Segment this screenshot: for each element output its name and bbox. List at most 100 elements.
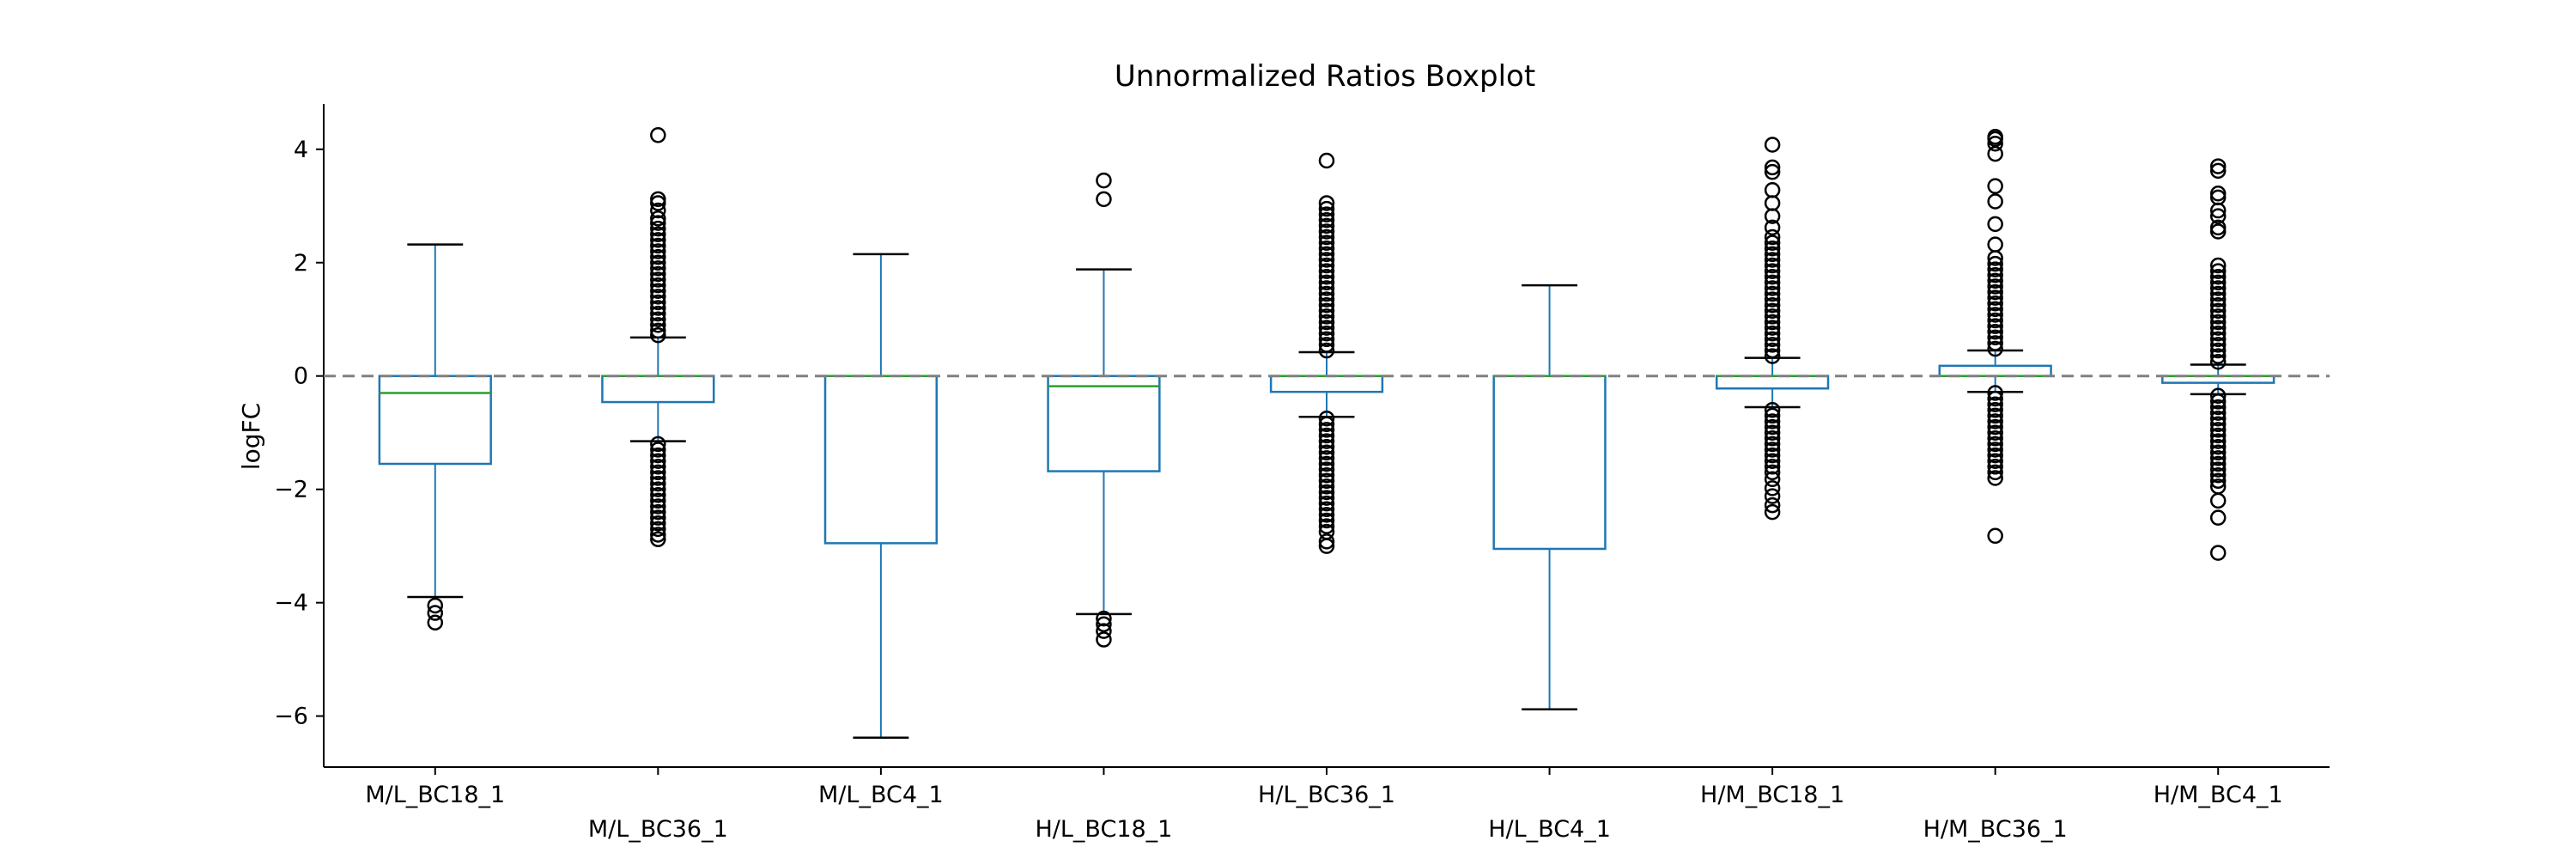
chart-title: Unnormalized Ratios Boxplot: [1115, 59, 1535, 94]
outlier-point: [1318, 252, 1335, 268]
outlier-point: [1987, 278, 2003, 295]
outlier-point: [1764, 163, 1781, 180]
outlier-point: [1764, 263, 1781, 279]
outlier-point: [1318, 466, 1335, 484]
outlier-point: [2209, 410, 2227, 427]
outlier-point: [1318, 444, 1335, 461]
outlier-point: [1096, 191, 1112, 208]
outlier-point: [2209, 466, 2227, 484]
outlier-point: [650, 127, 666, 143]
outlier-point: [2209, 268, 2227, 285]
outlier-point: [1764, 342, 1781, 359]
x-tick-label: H/L_BC4_1: [1488, 816, 1611, 843]
outlier-point: [1987, 340, 2003, 357]
outlier-point: [2209, 393, 2227, 410]
outlier-point: [650, 311, 666, 327]
outlier-point: [1096, 623, 1112, 639]
outlier-point: [2209, 509, 2227, 526]
outlier-point: [2209, 399, 2227, 416]
outlier-point: [1764, 280, 1781, 296]
outlier-point: [1987, 272, 2003, 289]
outlier-point: [1764, 497, 1781, 514]
outlier-point: [650, 202, 666, 219]
outlier-point: [1318, 427, 1335, 444]
outlier-point: [1987, 413, 2003, 430]
outlier-point: [1987, 129, 2003, 145]
outlier-point: [1764, 246, 1781, 263]
outlier-point: [1987, 464, 2003, 481]
outlier-point: [1764, 274, 1781, 291]
outlier-point: [1764, 413, 1781, 430]
outlier-point: [1318, 308, 1335, 325]
plot-area: 4 2 0 −2 −4 −6 M/L_BC18_1 M/L_BC36_1 M/L_BC4_1 H/…: [274, 104, 2330, 843]
outlier-point: [650, 436, 666, 453]
outlier-point: [1987, 424, 2003, 441]
outlier-point: [1987, 193, 2003, 210]
outlier-point: [1096, 616, 1112, 632]
outlier-point: [1987, 236, 2003, 253]
outlier-point: [1318, 268, 1335, 285]
outlier-point: [1318, 325, 1335, 342]
x-tick-label: M/L_BC4_1: [818, 782, 944, 808]
outlier-point: [2209, 492, 2227, 509]
box-iqr: [1938, 364, 2052, 377]
outlier-point: [1764, 436, 1781, 453]
outlier-point: [1318, 410, 1335, 427]
outlier-point: [1096, 631, 1112, 648]
outlier-point: [1318, 302, 1335, 320]
outlier-point: [1987, 178, 2003, 194]
outlier-point: [1318, 422, 1335, 438]
outlier-point: [1987, 407, 2003, 424]
outlier-point: [1987, 261, 2003, 277]
outlier-point: [1318, 495, 1335, 512]
outlier-point: [1318, 200, 1335, 217]
outlier-point: [650, 464, 666, 481]
outlier-point: [1987, 442, 2003, 458]
outlier-point: [650, 531, 666, 547]
outlier-point: [1096, 610, 1112, 627]
outlier-point: [650, 277, 666, 294]
outlier-point: [1987, 295, 2003, 312]
box-iqr: [823, 375, 939, 545]
outlier-point: [1764, 402, 1781, 418]
outlier-point: [1764, 308, 1781, 325]
outlier-point: [1764, 488, 1781, 504]
x-tick-label: H/L_BC36_1: [1258, 782, 1395, 808]
outlier-point: [1764, 302, 1781, 320]
x-tick-label: H/M_BC36_1: [1923, 816, 2068, 843]
outlier-point: [1318, 538, 1335, 554]
outlier-point: [2209, 472, 2227, 490]
outlier-point: [1764, 471, 1781, 488]
outlier-point: [650, 220, 666, 237]
outlier-point: [1318, 228, 1335, 246]
outlier-point: [650, 294, 666, 311]
outlier-point: [650, 283, 666, 299]
outlier-point: [1987, 289, 2003, 306]
outlier-point: [1318, 533, 1335, 550]
box-iqr: [1269, 375, 1384, 393]
box-iqr: [378, 375, 492, 466]
outlier-point: [1318, 246, 1335, 263]
outlier-point: [2209, 208, 2227, 224]
box-iqr: [1492, 375, 1607, 551]
outlier-point: [1764, 348, 1781, 364]
outlier-point: [650, 527, 666, 543]
y-axis-title: logFC: [237, 403, 265, 470]
outlier-point: [2209, 325, 2227, 342]
outlier-point: [1318, 518, 1335, 534]
outlier-point: [650, 317, 666, 333]
outlier-point: [2209, 348, 2227, 364]
outlier-point: [2209, 461, 2227, 478]
outlier-point: [650, 265, 666, 283]
x-tick-label: M/L_BC36_1: [588, 816, 728, 843]
outlier-point: [2209, 342, 2227, 359]
outlier-point: [1318, 433, 1335, 449]
outlier-point: [1987, 329, 2003, 346]
outlier-point: [1318, 291, 1335, 308]
outlier-point: [1764, 137, 1781, 153]
outlier-point: [1987, 318, 2003, 334]
outlier-point: [1987, 267, 2003, 283]
outlier-point: [2209, 320, 2227, 336]
outlier-point: [2209, 285, 2227, 302]
